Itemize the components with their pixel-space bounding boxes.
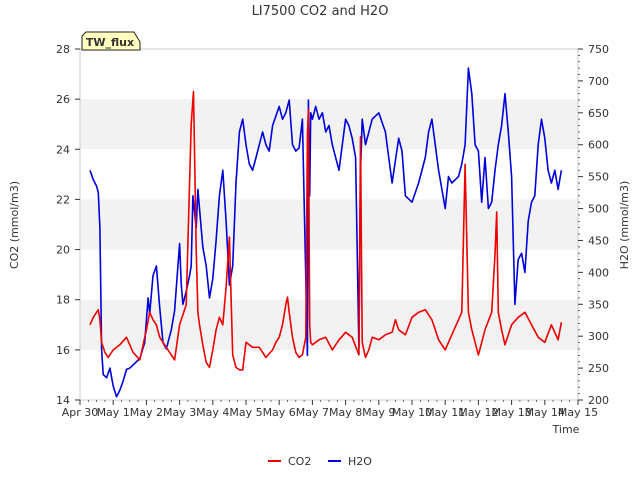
y-left-tick-label: 26 bbox=[56, 93, 70, 106]
y-axis-right: 200 250 300 350 400 450 500 550 600 650 700 750 bbox=[578, 43, 609, 407]
x-tick-label: May 5 bbox=[229, 406, 262, 419]
y-right-tick-label: 650 bbox=[588, 107, 609, 120]
y-left-tick-label: 24 bbox=[56, 143, 70, 156]
y-left-tick-label: 22 bbox=[56, 193, 70, 206]
y-right-tick-label: 500 bbox=[588, 203, 609, 216]
x-tick-label: May 3 bbox=[163, 406, 196, 419]
x-tick-label: May 13 bbox=[491, 406, 531, 419]
y-axis-left: 14 16 18 20 22 24 26 28 bbox=[56, 43, 80, 407]
x-tick-label: May 14 bbox=[525, 406, 565, 419]
x-tick-label: May 15 bbox=[558, 406, 598, 419]
y-right-tick-label: 350 bbox=[588, 298, 609, 311]
x-tick-label: May 12 bbox=[458, 406, 498, 419]
y-right-tick-label: 300 bbox=[588, 330, 609, 343]
y-right-tick-label: 550 bbox=[588, 171, 609, 184]
y-right-tick-label: 700 bbox=[588, 75, 609, 88]
legend-label-co2: CO2 bbox=[288, 455, 311, 468]
legend: CO2 H2O bbox=[268, 455, 372, 468]
y-right-tick-label: 250 bbox=[588, 362, 609, 375]
grid-band bbox=[80, 99, 578, 150]
x-tick-label: May 10 bbox=[392, 406, 432, 419]
x-tick-label: May 1 bbox=[97, 406, 130, 419]
x-tick-label: May 2 bbox=[130, 406, 163, 419]
y-left-tick-label: 14 bbox=[56, 394, 70, 407]
y-right-tick-label: 400 bbox=[588, 266, 609, 279]
x-tick-label: Apr 30 bbox=[62, 406, 99, 419]
grid-band bbox=[80, 199, 578, 250]
grid-bands bbox=[80, 99, 578, 350]
y-right-tick-label: 450 bbox=[588, 234, 609, 247]
y-axis-left-label: CO2 (mmol/m3) bbox=[8, 181, 21, 269]
series-line-co2 bbox=[89, 90, 563, 371]
tw-flux-badge: TW_flux bbox=[81, 31, 141, 51]
x-tick-label: May 9 bbox=[362, 406, 395, 419]
y-axis-right-label: H2O (mmol/m3) bbox=[618, 181, 631, 270]
x-axis-label: Time bbox=[552, 423, 580, 436]
legend-label-h2o: H2O bbox=[348, 455, 372, 468]
x-tick-label: May 4 bbox=[196, 406, 229, 419]
x-tick-label: May 6 bbox=[263, 406, 296, 419]
chart-title: LI7500 CO2 and H2O bbox=[252, 4, 389, 19]
badge-label: TW_flux bbox=[86, 36, 134, 49]
y-right-tick-label: 200 bbox=[588, 394, 609, 407]
x-tick-label: May 7 bbox=[296, 406, 329, 419]
x-tick-label: May 8 bbox=[329, 406, 362, 419]
y-left-tick-label: 16 bbox=[56, 344, 70, 357]
y-right-tick-label: 600 bbox=[588, 139, 609, 152]
y-left-tick-label: 28 bbox=[56, 43, 70, 56]
y-left-tick-label: 20 bbox=[56, 244, 70, 257]
y-left-tick-label: 18 bbox=[56, 294, 70, 307]
series-group bbox=[89, 67, 563, 398]
x-tick-label: May 11 bbox=[425, 406, 465, 419]
y-right-tick-label: 750 bbox=[588, 43, 609, 56]
